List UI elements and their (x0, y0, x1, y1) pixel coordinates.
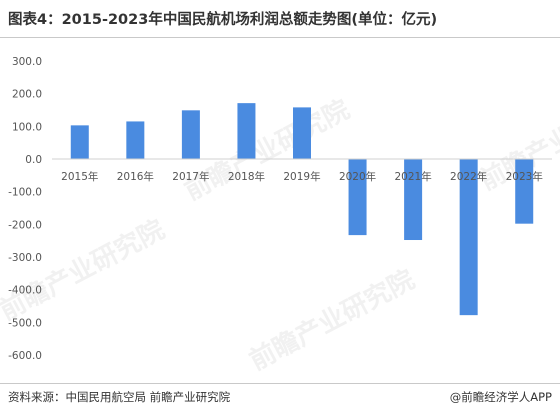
bar (404, 159, 423, 241)
x-tick-label: 2023年 (506, 170, 543, 183)
x-tick-label: 2021年 (394, 170, 431, 183)
y-tick-label: -600.0 (8, 350, 42, 362)
y-tick-label: -300.0 (8, 252, 42, 264)
x-tick-label: 2015年 (61, 170, 98, 183)
bar (237, 103, 256, 159)
bar-chart: 300.0 200.0 100.0 0.0 -100.0 -200.0 -300.0 -400… (8, 56, 552, 362)
x-tick-label: 2018年 (228, 170, 265, 183)
bar (293, 107, 311, 159)
y-tick-label: -500.0 (8, 317, 42, 329)
chart-title: 图表4：2015-2023年中国民航机场利润总额走势图(单位：亿元) (8, 12, 438, 28)
bar-series (70, 103, 534, 316)
y-tick-label: -100.0 (8, 187, 42, 199)
source-note: 资料来源：中国民用航空局 前瞻产业研究院 (8, 390, 231, 404)
y-tick-label: -400.0 (8, 285, 42, 297)
y-tick-label: -200.0 (8, 219, 42, 231)
x-tick-label: 2020年 (339, 170, 376, 183)
bar (515, 159, 534, 224)
x-tick-label: 2022年 (450, 170, 487, 183)
bar (459, 159, 478, 316)
x-axis-ticks: 2015年 2016年 2017年 2018年 2019年 2020年 2021年 2022年… (61, 170, 543, 183)
y-tick-label: 200.0 (12, 89, 42, 101)
x-tick-label: 2016年 (117, 170, 154, 183)
y-axis-ticks: 300.0 200.0 100.0 0.0 -100.0 -200.0 -300.0 -400… (8, 56, 42, 362)
footer-divider (0, 383, 560, 384)
bar (126, 121, 145, 159)
bar (348, 159, 367, 236)
y-tick-label: 300.0 (12, 56, 42, 68)
bar (70, 125, 89, 159)
x-tick-label: 2019年 (283, 170, 320, 183)
x-tick-label: 2017年 (172, 170, 209, 183)
bar (181, 110, 200, 159)
title-divider (0, 37, 560, 38)
credit-note: @前瞻经济学人APP (449, 390, 552, 404)
y-tick-label: 100.0 (12, 121, 42, 133)
y-tick-label: 0.0 (25, 154, 42, 166)
